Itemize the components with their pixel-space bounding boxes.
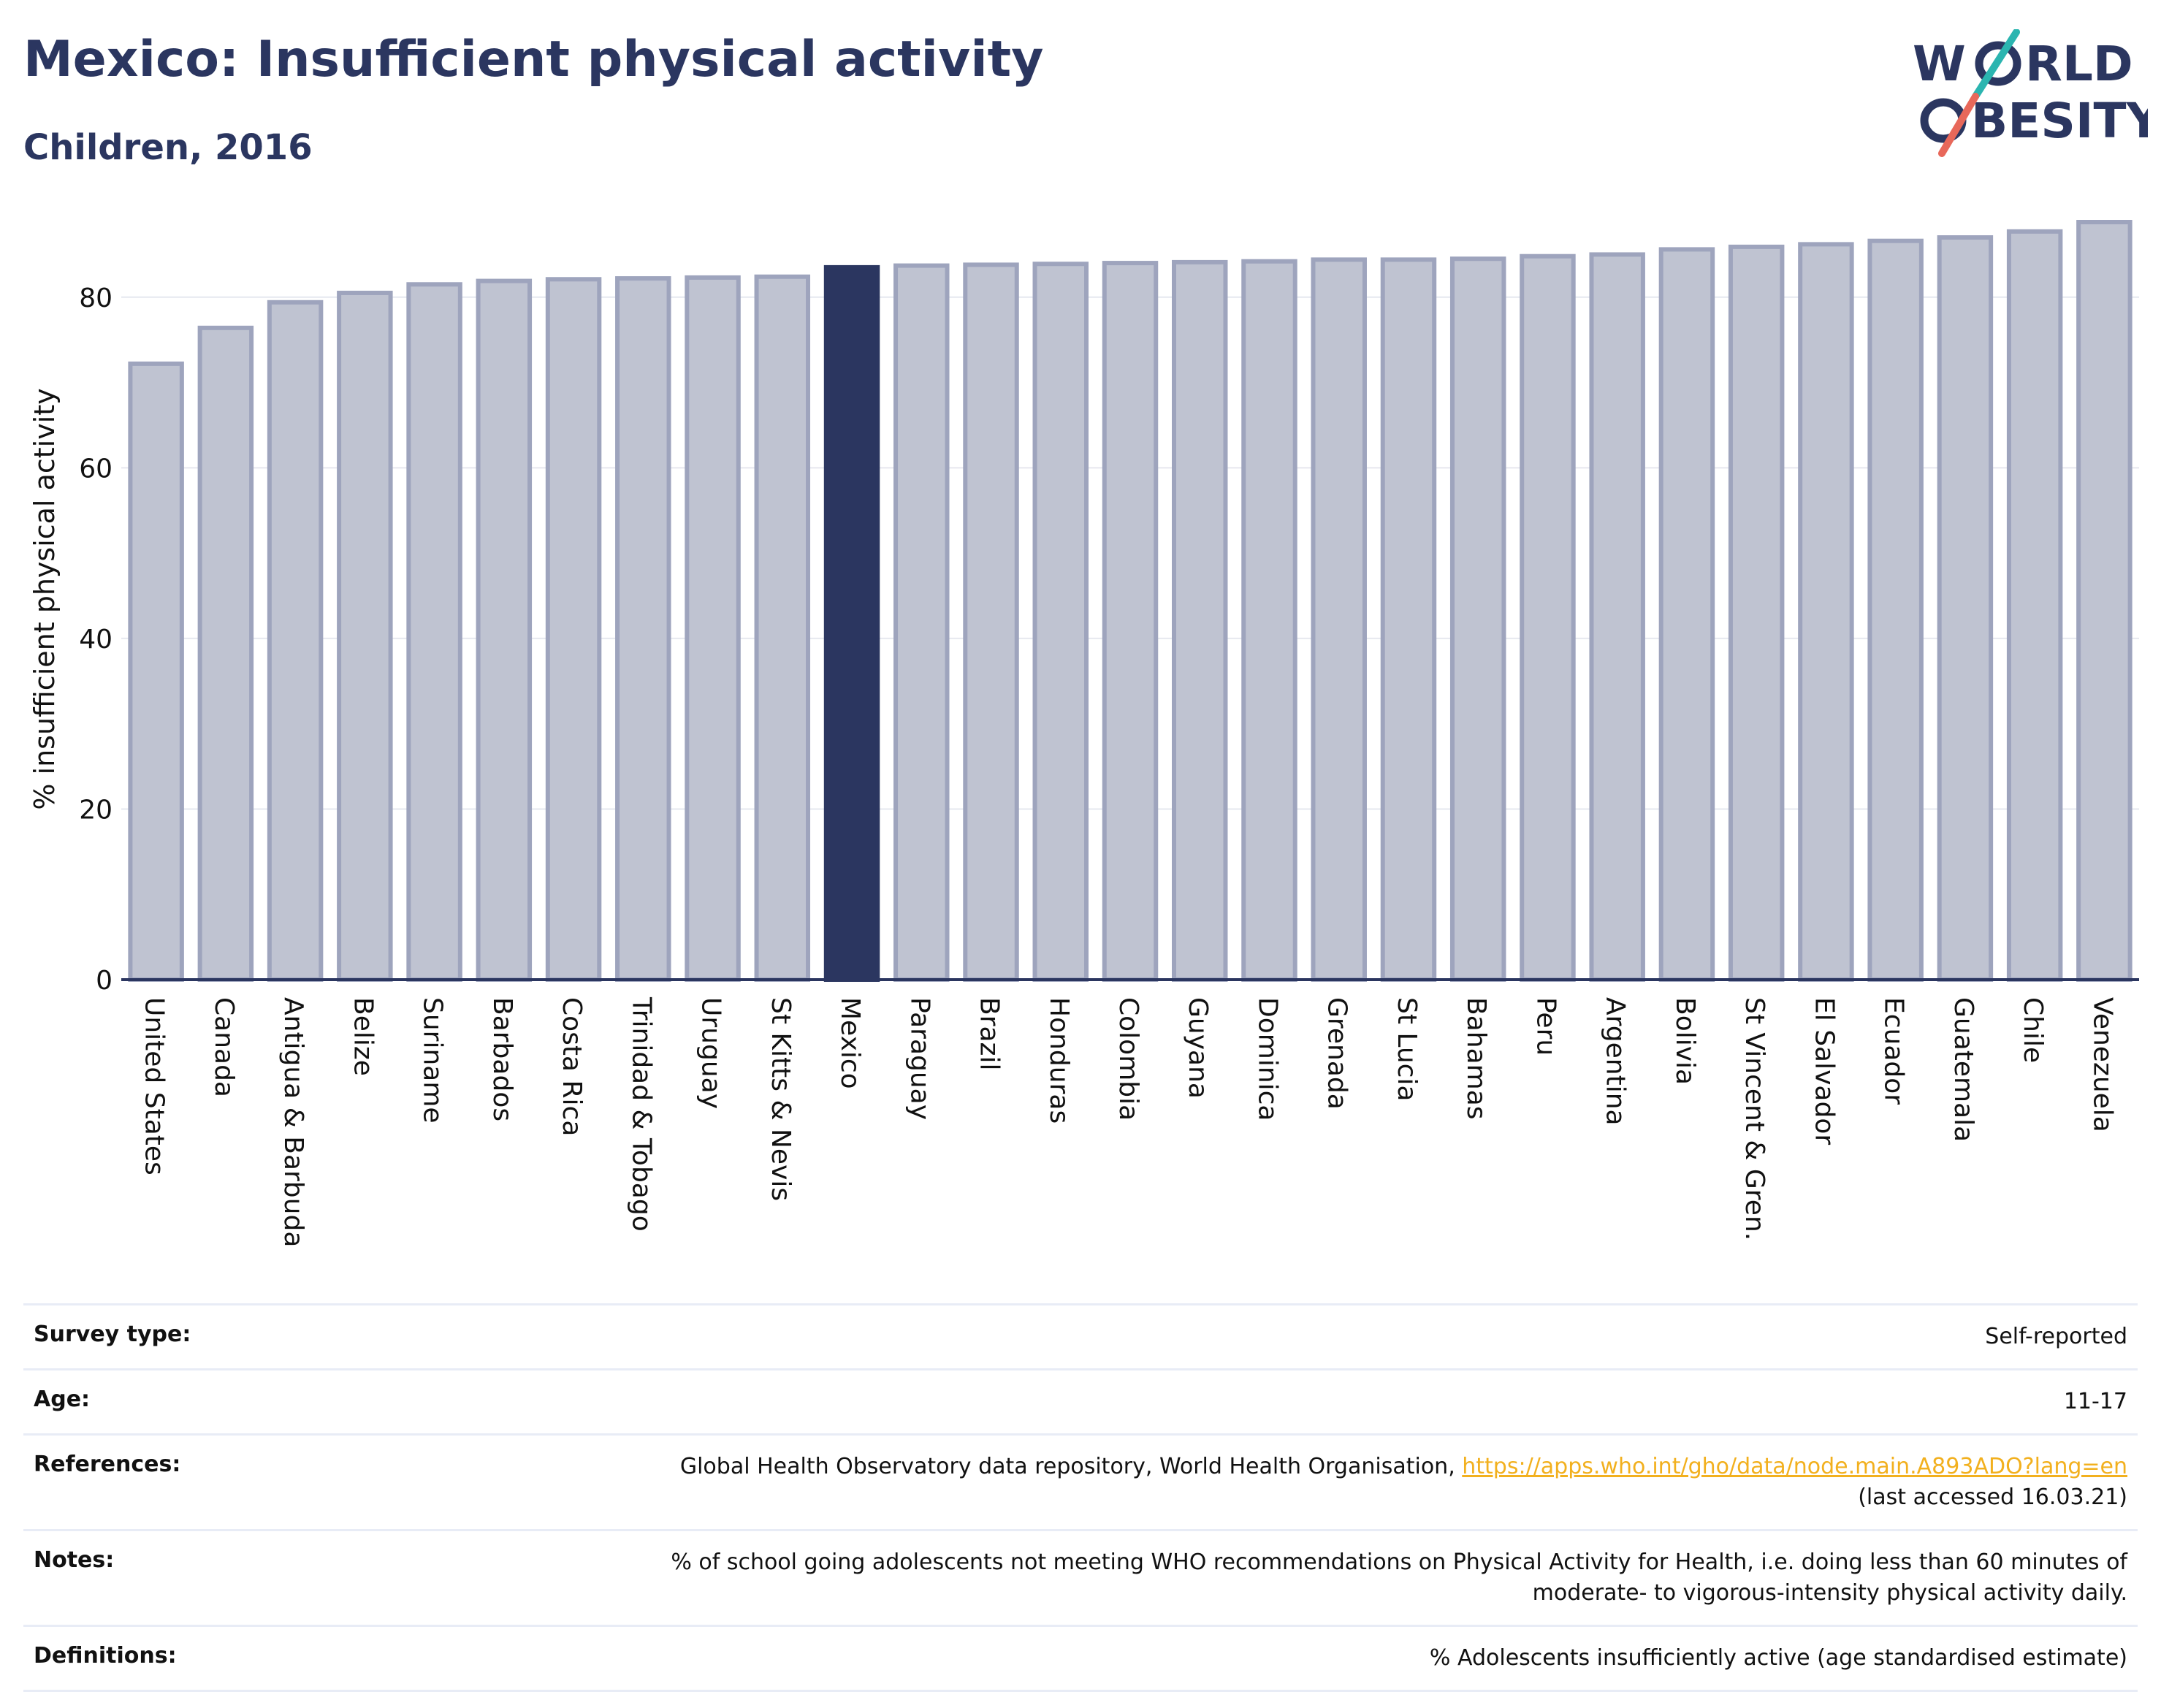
x-tick-label: Trinidad & Tobago: [626, 996, 656, 1232]
info-row-survey-type: Survey type: Self-reported: [23, 1303, 2138, 1370]
bar-canada: [197, 325, 254, 983]
info-row-age: Age: 11-17: [23, 1368, 2138, 1435]
x-tick-label: Canada: [209, 997, 239, 1097]
logo-line1-suffix: RLD: [2025, 36, 2133, 92]
x-tick-label: Bahamas: [1461, 997, 1491, 1120]
x-tick-label: Uruguay: [696, 997, 726, 1109]
notes-line1: % of school going adolescents not meetin…: [671, 1549, 2127, 1575]
bar-chart: 0 20 40 60 80 United States Canada Antigua & B…: [28, 220, 2139, 1247]
x-tick-label: Antigua & Barbuda: [278, 997, 308, 1247]
logo-slash-bottom: [1938, 93, 1979, 157]
age-label: Age:: [23, 1368, 351, 1435]
x-tick-label: Guatemala: [1948, 997, 1978, 1142]
bar-st-lucia: [1380, 257, 1437, 982]
bar-st-kitts-nevis: [754, 274, 811, 982]
bar-antigua-barbuda: [267, 300, 324, 983]
y-tick-label: 60: [79, 454, 113, 484]
definitions-label: Definitions:: [23, 1625, 351, 1692]
bars: [128, 220, 2133, 983]
references-link[interactable]: https://apps.who.int/gho/data/node.main.…: [1462, 1454, 2127, 1479]
logo-o-ring-top: [1975, 41, 2021, 86]
bar-brazil: [963, 262, 1019, 982]
bar-trinidad-tobago: [615, 276, 671, 982]
references-accessed: (last accessed 16.03.21): [1858, 1484, 2127, 1510]
bar-united-states: [128, 361, 184, 982]
x-tick-label: Peru: [1531, 997, 1560, 1056]
y-tick-label: 80: [79, 283, 113, 313]
bar-bahamas: [1449, 256, 1506, 982]
x-tick-label: Honduras: [1044, 997, 1074, 1124]
bar-argentina: [1589, 252, 1645, 982]
y-tick-label: 0: [96, 966, 113, 996]
x-tick-label: United States: [140, 997, 169, 1175]
survey-type-value: Self-reported: [351, 1303, 2138, 1370]
logo-line1-prefix: W: [1913, 36, 1966, 92]
bar-peru: [1520, 253, 1576, 983]
bar-belize: [337, 290, 393, 982]
info-row-notes: Notes: % of school going adolescents not…: [23, 1529, 2138, 1626]
x-tick-label: Barbados: [487, 997, 517, 1121]
bar-dominica: [1241, 259, 1297, 982]
logo-slash-top: [1972, 29, 2020, 100]
bar-bolivia: [1658, 247, 1715, 983]
age-value: 11-17: [351, 1368, 2138, 1435]
y-tick-label: 20: [79, 795, 113, 825]
y-tick-label: 40: [79, 625, 113, 655]
x-tick-label: Belize: [348, 997, 378, 1076]
bar-honduras: [1032, 262, 1089, 982]
info-table: Survey type: Self-reported Age: 11-17 Re…: [23, 1303, 2138, 1692]
x-tick-labels: United States Canada Antigua & Barbuda Beli…: [140, 996, 2118, 1247]
bar-grenada: [1311, 257, 1367, 982]
x-tick-label: Brazil: [975, 997, 1005, 1070]
bar-mexico: [823, 264, 880, 982]
bar-chile: [2006, 229, 2063, 982]
bar-barbados: [476, 278, 533, 982]
y-tick-labels: 0 20 40 60 80: [79, 283, 113, 996]
x-tick-label: Costa Rica: [557, 997, 587, 1136]
x-tick-label: El Salvador: [1809, 997, 1839, 1145]
references-text: Global Health Observatory data repositor…: [679, 1454, 1463, 1479]
bar-st-vincent-gren-: [1728, 244, 1785, 982]
x-tick-label: St Vincent & Gren.: [1739, 997, 1769, 1240]
world-obesity-logo: W RLD BESITY: [1913, 29, 2148, 157]
x-tick-label: Venezuela: [2087, 997, 2117, 1132]
definitions-value: % Adolescents insufficiently active (age…: [351, 1625, 2138, 1692]
x-tick-label: Chile: [2018, 997, 2048, 1063]
x-tick-label: Mexico: [835, 997, 865, 1089]
chart-title: Mexico: Insufficient physical activity: [23, 31, 1044, 88]
x-tick-label: Ecuador: [1879, 997, 1909, 1105]
references-value: Global Health Observatory data repositor…: [351, 1433, 2138, 1530]
bar-uruguay: [685, 275, 741, 982]
bar-guyana: [1172, 259, 1228, 983]
chart-subtitle: Children, 2016: [23, 127, 313, 168]
x-tick-label: Grenada: [1322, 997, 1352, 1110]
bar-suriname: [406, 282, 462, 982]
notes-value: % of school going adolescents not meetin…: [351, 1529, 2138, 1626]
x-tick-label: Bolivia: [1670, 997, 1700, 1085]
x-tick-label: Guyana: [1183, 997, 1213, 1099]
y-axis-label: % insufficient physical activity: [28, 388, 61, 809]
bar-venezuela: [2076, 220, 2133, 983]
x-tick-label: Suriname: [418, 997, 448, 1124]
notes-line2: moderate- to vigorous-intensity physical…: [1532, 1580, 2127, 1606]
info-row-definitions: Definitions: % Adolescents insufficientl…: [23, 1625, 2138, 1692]
bar-costa-rica: [545, 277, 602, 982]
bar-ecuador: [1867, 238, 1924, 982]
notes-label: Notes:: [23, 1529, 351, 1626]
x-tick-label: Colombia: [1113, 997, 1143, 1121]
bar-paraguay: [893, 263, 950, 982]
bar-guatemala: [1937, 235, 1994, 982]
x-tick-label: St Lucia: [1392, 997, 1422, 1102]
x-tick-label: Argentina: [1601, 997, 1631, 1126]
bar-colombia: [1102, 261, 1159, 983]
x-tick-label: St Kitts & Nevis: [766, 997, 796, 1201]
info-row-references: References: Global Health Observatory da…: [23, 1433, 2138, 1530]
x-tick-label: Dominica: [1252, 997, 1282, 1121]
x-tick-label: Paraguay: [904, 997, 934, 1120]
references-label: References:: [23, 1433, 351, 1530]
logo-line2-suffix: BESITY: [1971, 93, 2148, 149]
survey-type-label: Survey type:: [23, 1303, 351, 1370]
bar-el-salvador: [1798, 242, 1854, 982]
